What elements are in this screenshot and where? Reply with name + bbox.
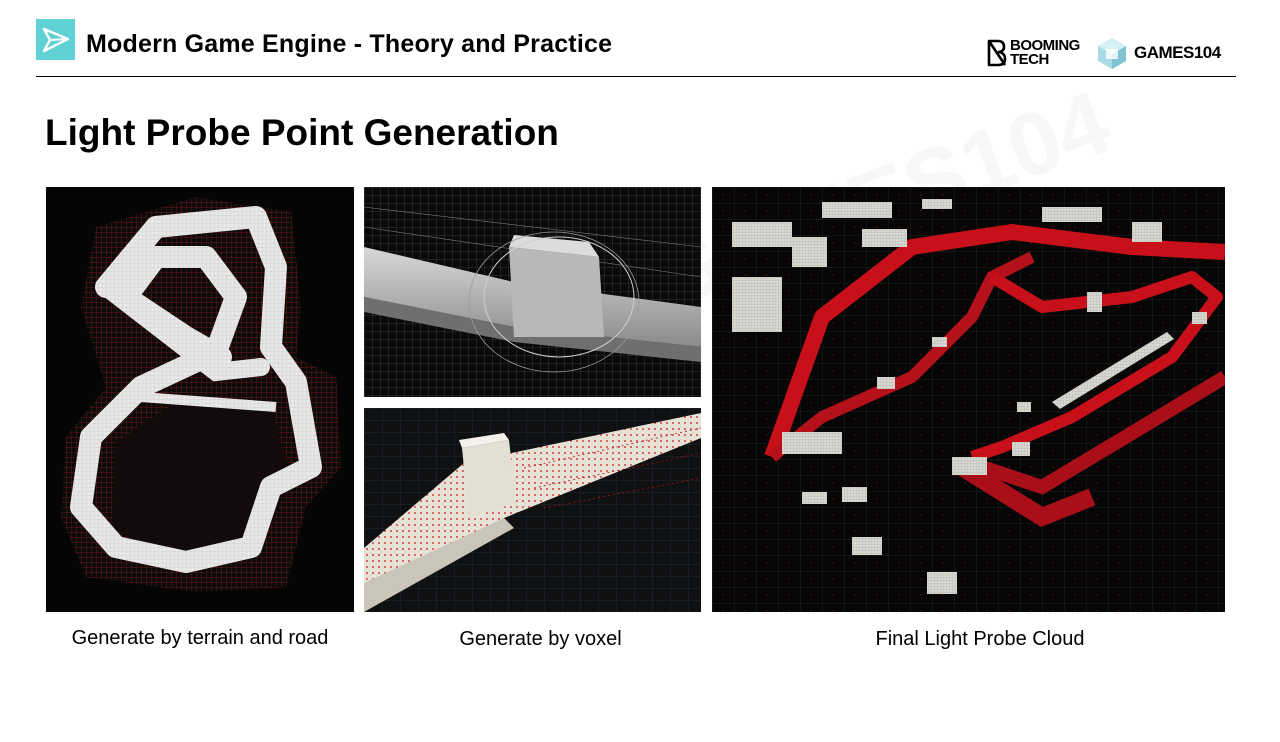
games104-cube-icon xyxy=(1098,38,1126,69)
brand-games: GAMES104 xyxy=(1134,43,1221,62)
voxel-image-bottom xyxy=(364,408,701,612)
booming-tech-logo: BOOMING TECH xyxy=(986,38,1080,68)
caption-voxel: Generate by voxel xyxy=(459,628,622,650)
caption-terrain-road: Generate by terrain and road xyxy=(71,627,329,649)
header-divider xyxy=(36,76,1236,77)
brand-booming-line2: TECH xyxy=(1010,51,1049,68)
games104-logo: GAMES104 xyxy=(1096,36,1221,70)
final-probe-cloud-image xyxy=(712,187,1225,612)
booming-tech-logo-icon xyxy=(987,39,1007,67)
course-title: Modern Game Engine - Theory and Practice xyxy=(86,30,613,58)
brand-booming-line1: BOOMING xyxy=(1010,37,1080,54)
voxel-image-top xyxy=(364,187,701,397)
slide-title: Light Probe Point Generation xyxy=(45,112,559,153)
caption-final-probe-cloud: Final Light Probe Cloud xyxy=(875,628,1085,650)
play-triangle-icon xyxy=(42,27,69,52)
course-logo xyxy=(36,19,75,60)
terrain-road-image xyxy=(46,187,354,612)
